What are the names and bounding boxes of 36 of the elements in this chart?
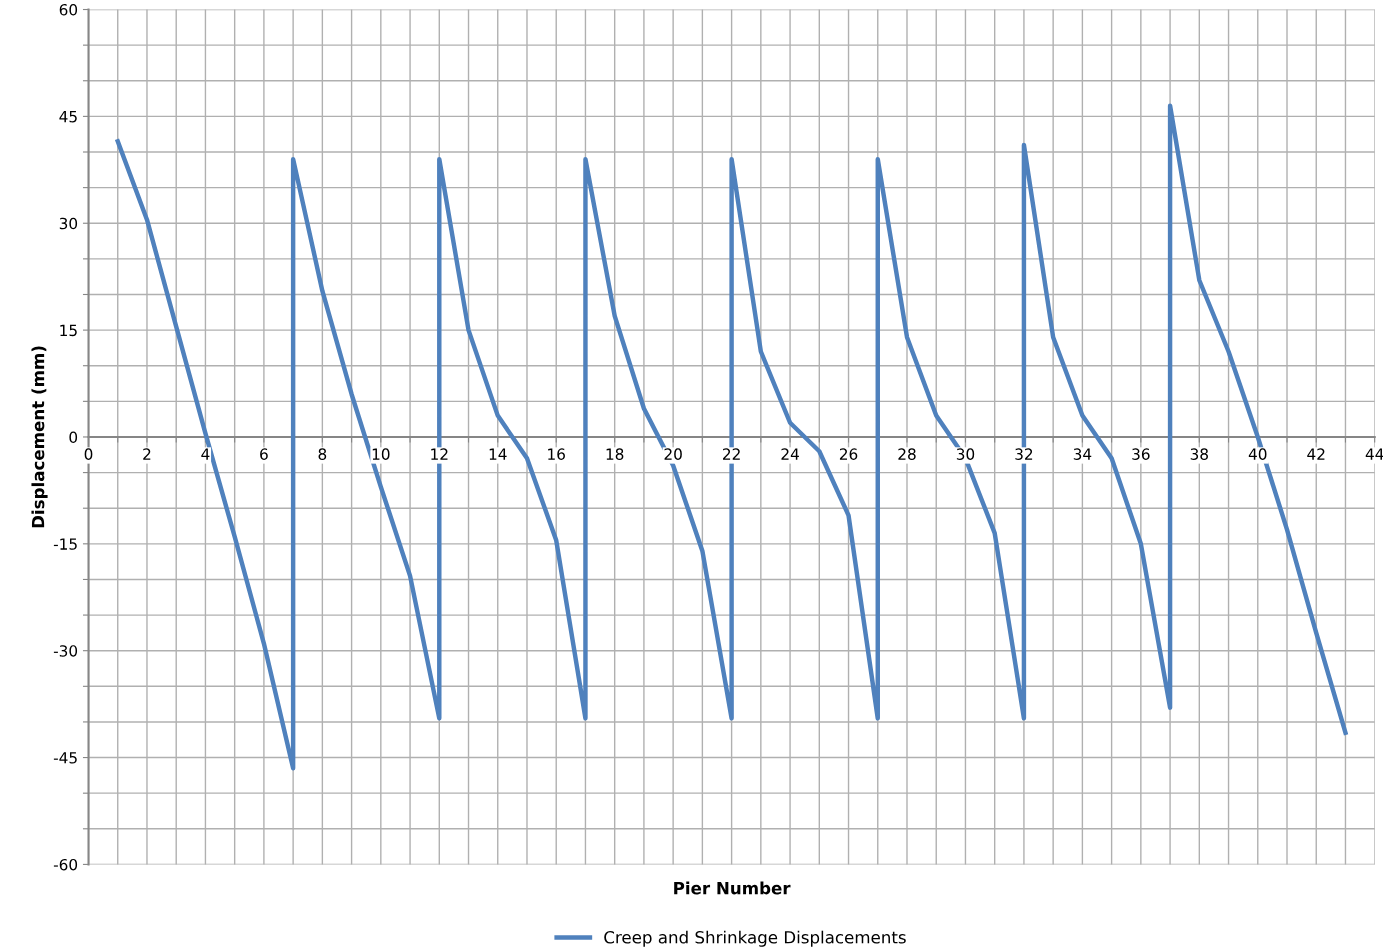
x-tick-label: 6 — [260, 448, 268, 460]
y-tick-label: 15 — [60, 324, 77, 337]
y-tick-label: -15 — [53, 538, 77, 550]
y-tick-label: 60 — [59, 3, 78, 16]
x-tick-label: 34 — [1073, 448, 1092, 460]
x-tick-label: 26 — [839, 448, 858, 460]
x-tick-label: 40 — [1248, 448, 1267, 460]
y-tick-label: -30 — [53, 645, 78, 657]
legend-label: Creep and Shrinkage Displacements — [604, 930, 906, 947]
x-tick-label: 32 — [1015, 448, 1033, 460]
x-tick-label: 38 — [1190, 448, 1208, 460]
y-tick-label: 0 — [69, 431, 78, 443]
x-tick-label: 4 — [201, 448, 210, 460]
x-tick-label: 36 — [1132, 448, 1150, 460]
y-tick-label: 30 — [59, 217, 78, 230]
x-tick-label: 44 — [1365, 448, 1383, 460]
x-tick-label: 8 — [318, 448, 327, 460]
x-tick-label: 18 — [606, 448, 624, 460]
x-tick-label: 28 — [898, 448, 916, 460]
x-tick-label: 14 — [489, 448, 507, 460]
x-tick-label: 2 — [143, 448, 151, 460]
x-tick-label: 22 — [723, 448, 740, 460]
x-tick-label: 16 — [548, 448, 565, 460]
x-axis-title: Pier Number — [674, 881, 791, 895]
x-tick-label: 20 — [664, 448, 682, 460]
x-tick-label: 42 — [1307, 448, 1325, 460]
y-tick-label: -60 — [53, 858, 78, 871]
line-series — [115, 103, 1348, 771]
x-tick-label: 12 — [431, 448, 448, 460]
x-tick-label: 30 — [956, 448, 975, 460]
y-axis-title: Displacement (mm) — [31, 346, 48, 528]
x-tick-label: 24 — [781, 448, 799, 460]
y-tick-label: 45 — [59, 111, 77, 123]
x-tick-label: 10 — [372, 448, 390, 460]
x-tick-label: 0 — [84, 448, 93, 460]
y-tick-label: -45 — [53, 752, 77, 764]
